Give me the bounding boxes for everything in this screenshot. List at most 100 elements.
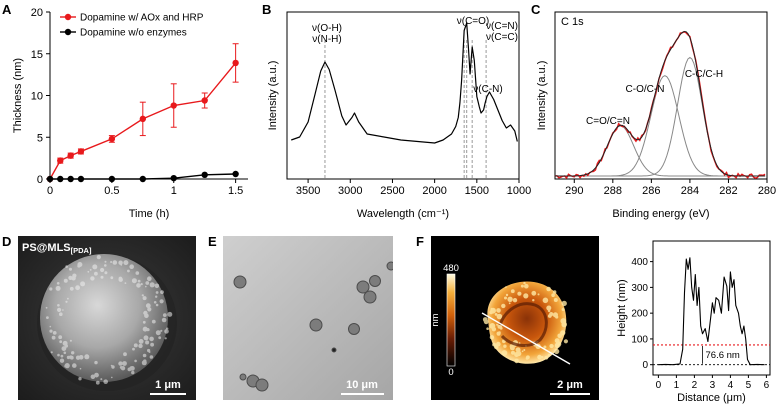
scalebar-e-label: 10 μm [346,379,378,391]
surface-grain [92,264,98,270]
y-tick-label: 400 [631,257,648,268]
y-tick-label: 10 [31,91,43,103]
surface-grain [153,301,157,304]
x-tick-label: 4 [728,380,734,391]
afm-speckle [552,312,559,318]
surface-grain [143,335,149,341]
peak-annotation: ν(N-H) [312,34,341,45]
raw-spectrum [554,30,766,180]
surface-grain [60,354,64,358]
x-tick-label: 282 [719,185,737,197]
afm-speckle [499,326,503,330]
data-point [57,157,64,164]
profile-line [658,257,765,366]
surface-grain [140,283,143,286]
data-point [46,175,54,183]
spectrum-line [291,22,518,144]
legend-label: Dopamine w/o enzymes [80,28,187,39]
surface-grain [136,283,141,288]
surface-grain [55,285,61,291]
surface-grain [148,351,151,353]
surface-grain [160,329,163,332]
afm-speckle [486,327,489,331]
surface-grain [112,260,118,265]
panel-letter-f: F [416,234,424,249]
surface-grain [123,352,127,357]
surface-grain [147,307,152,312]
x-tick-label: 0.5 [104,185,119,197]
x-tick-label: 280 [758,185,776,197]
afm-colorbar [446,273,456,367]
surface-grain [155,291,159,294]
panel-letter-e: E [208,234,217,249]
surface-grain [104,264,107,267]
x-tick-label: 2 [692,380,698,391]
scalebar-d-label: 1 μm [155,379,181,391]
surface-grain [45,306,48,309]
afm-speckle [505,293,509,297]
panel-a: A 0 0.5 1 1.5 0 5 10 15 20 Time (h) Thickness (nm)… [2,2,248,220]
surface-grain [145,303,151,309]
x-tick-label: 2500 [380,185,404,197]
y-tick-label: 0 [37,174,43,186]
surface-grain [90,276,95,281]
afm-speckle [532,299,535,302]
x-tick-label: 290 [565,185,583,197]
afm-speckle [496,323,499,326]
surface-grain [158,336,162,340]
peak-annotation: ν(C=C) [486,32,518,43]
y-axis-label: Intensity (a.u.) [267,61,279,131]
reference-annotation: 76.6 nm [706,350,740,361]
afm-speckle [542,297,549,304]
x-tick-label: 286 [642,185,660,197]
surface-grain [69,286,74,291]
afm-speckle [501,350,508,356]
surface-grain [146,328,150,332]
surface-grain [52,331,57,335]
panel-letter-a: A [2,2,12,17]
surface-grain [49,325,52,328]
afm-speckle [537,293,540,296]
x-tick-label: 0 [47,185,53,197]
surface-grain [100,378,103,381]
data-point [139,175,147,183]
surface-grain [78,377,82,381]
axis-frame [554,11,768,180]
surface-grain [149,282,155,288]
afm-speckle [547,353,551,357]
surface-grain [138,343,143,349]
afm-speckle [523,349,526,351]
microsphere [40,254,168,382]
surface-grain [161,317,167,323]
afm-speckle [482,317,488,322]
surface-grain [110,276,114,280]
surface-grain [77,264,81,268]
afm-profile-line [481,312,571,365]
legend-marker [64,28,72,36]
surface-grain [147,276,152,282]
surface-grain [71,275,76,281]
surface-grain [134,359,137,363]
optical-image [223,236,393,400]
surface-grain [145,340,150,345]
data-point [67,175,74,183]
afm-speckle [494,313,498,316]
data-point [201,97,208,104]
surface-grain [59,358,65,363]
afm-speckle [511,350,515,355]
surface-grain [155,303,159,307]
peak-annotation: ν(O-H) [312,23,342,34]
afm-speckle [561,300,567,307]
data-point [108,175,116,183]
scalebar-f-label: 2 μm [557,379,583,391]
surface-grain [94,271,98,276]
surface-grain [154,283,160,289]
surface-grain [65,265,68,268]
surface-grain [51,335,56,340]
surface-grain [84,354,90,360]
surface-grain [122,361,127,366]
component-label: C-O/C-N [626,84,665,95]
sem-sample-label: PS@MLS[PDA] [22,242,92,255]
afm-speckle [520,284,524,288]
surface-grain [58,335,63,340]
